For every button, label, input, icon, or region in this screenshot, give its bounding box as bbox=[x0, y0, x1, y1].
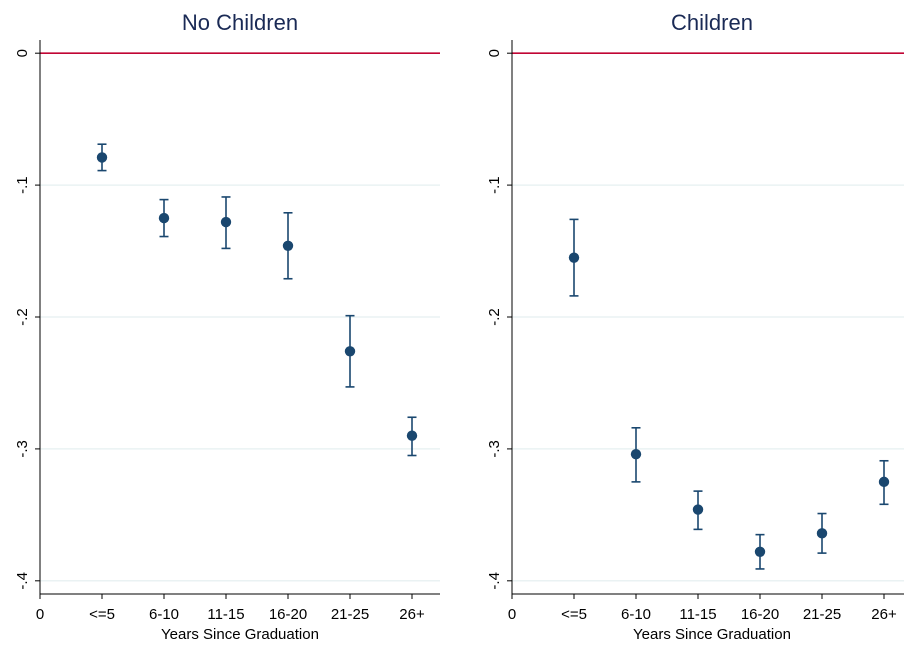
x-axis-label: Years Since Graduation bbox=[633, 626, 791, 643]
panel-title: Children bbox=[671, 10, 753, 35]
x-tick-label: 0 bbox=[36, 606, 44, 623]
data-point bbox=[282, 240, 294, 251]
data-point bbox=[344, 346, 356, 357]
panel-title: No Children bbox=[182, 10, 298, 35]
y-tick-label: 0 bbox=[486, 49, 503, 57]
x-tick-label: 0 bbox=[508, 606, 516, 623]
data-point bbox=[96, 152, 108, 163]
y-tick-label: -.1 bbox=[486, 176, 503, 194]
panel-no-children: No Children Years Since Graduation 0 -.1 -… bbox=[14, 10, 440, 643]
x-tick-label: 6-10 bbox=[621, 606, 651, 623]
data-point bbox=[754, 546, 766, 557]
x-axis-label: Years Since Graduation bbox=[161, 626, 319, 643]
y-tick-label: -.4 bbox=[486, 572, 503, 590]
data-point bbox=[816, 528, 828, 539]
y-tick-label: 0 bbox=[14, 49, 31, 57]
x-tick-label: <=5 bbox=[561, 606, 587, 623]
y-tick-label: -.3 bbox=[14, 440, 31, 458]
data-point bbox=[630, 448, 642, 460]
x-tick-label: 11-15 bbox=[679, 606, 716, 623]
data-point bbox=[406, 430, 418, 441]
data-point bbox=[692, 504, 704, 515]
data-point bbox=[158, 212, 170, 224]
x-tick-label: 21-25 bbox=[331, 606, 369, 623]
x-tick-label: 26+ bbox=[871, 606, 897, 623]
x-tick-label: <=5 bbox=[89, 606, 115, 623]
y-tick-label: -.1 bbox=[14, 176, 31, 194]
data-point bbox=[878, 476, 890, 488]
x-tick-label: 16-20 bbox=[269, 606, 307, 623]
y-tick-label: -.3 bbox=[486, 440, 503, 458]
data-point bbox=[220, 216, 232, 228]
data-point bbox=[568, 252, 580, 263]
x-tick-label: 26+ bbox=[399, 606, 425, 623]
x-tick-label: 11-15 bbox=[207, 606, 244, 623]
y-tick-label: -.2 bbox=[486, 308, 503, 326]
y-tick-label: -.2 bbox=[14, 308, 31, 326]
x-tick-label: 6-10 bbox=[149, 606, 179, 623]
panel-children: Children Years Since Graduation 0 -.1 -.2 -… bbox=[486, 10, 904, 643]
y-tick-label: -.4 bbox=[14, 572, 31, 590]
x-tick-label: 21-25 bbox=[803, 606, 841, 623]
x-tick-label: 16-20 bbox=[741, 606, 779, 623]
